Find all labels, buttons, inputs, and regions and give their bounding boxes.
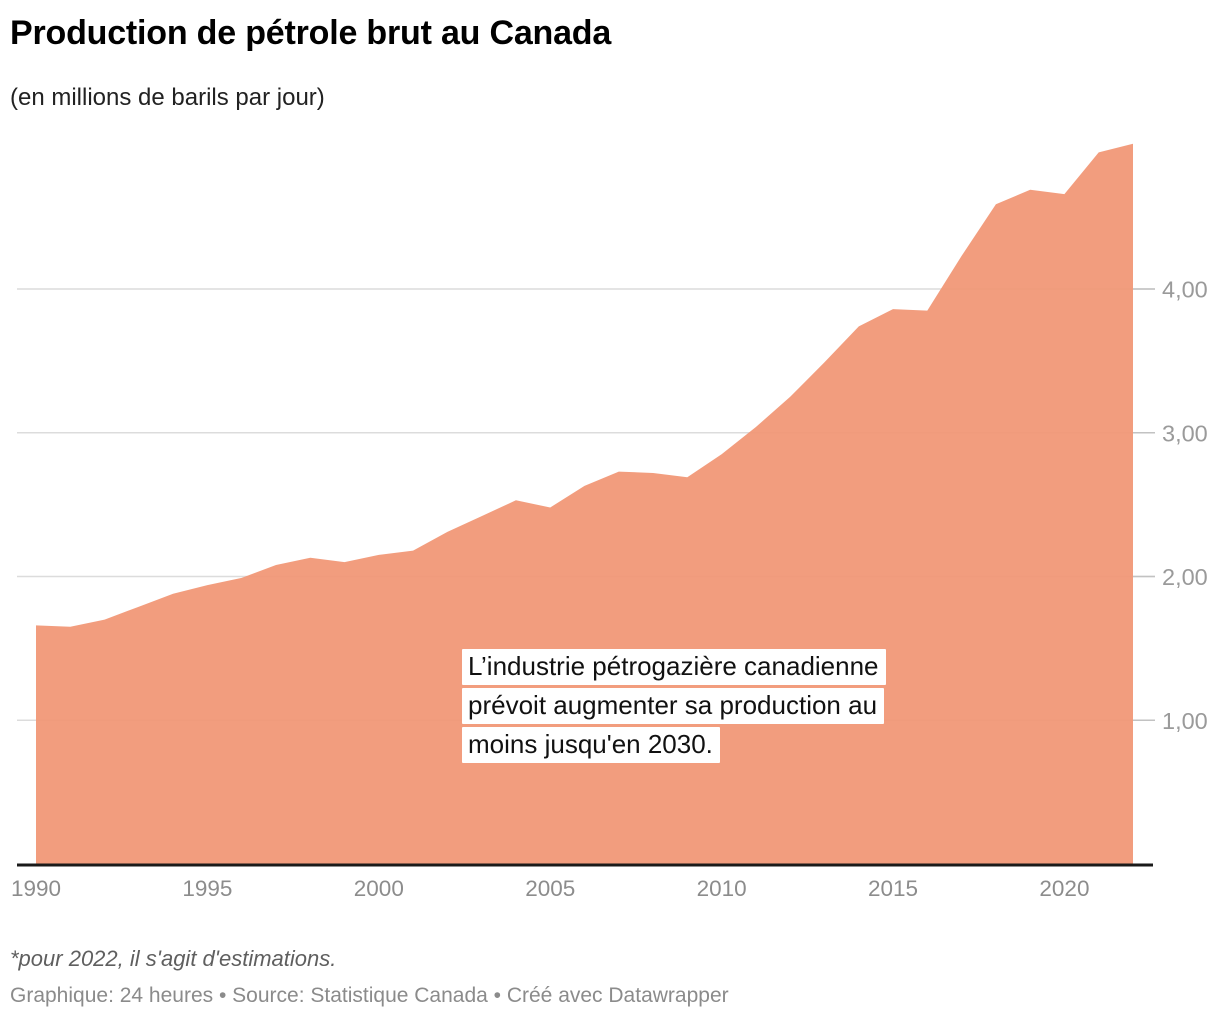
chart-title: Production de pétrole brut au Canada — [10, 14, 612, 52]
chart-annotation: L’industrie pétrogazière canadienne prév… — [462, 649, 902, 766]
x-axis-label: 2020 — [1039, 876, 1089, 901]
annotation-line: prévoit augmenter sa production au — [462, 688, 885, 724]
x-axis-label: 2010 — [697, 876, 747, 901]
y-axis-label: 3,00 — [1162, 420, 1208, 446]
annotation-line: L’industrie pétrogazière canadienne — [462, 649, 886, 685]
x-axis-label: 2000 — [354, 876, 404, 901]
chart-byline: Graphique: 24 heures • Source: Statistiq… — [10, 984, 729, 1007]
chart-subtitle: (en millions de barils par jour) — [10, 84, 325, 111]
x-axis-label: 1995 — [182, 876, 232, 901]
x-axis-label: 2015 — [868, 876, 918, 901]
x-axis-label: 2005 — [525, 876, 575, 901]
y-axis-label: 4,00 — [1162, 277, 1208, 303]
y-axis-label: 2,00 — [1162, 564, 1208, 590]
annotation-line: moins jusqu'en 2030. — [462, 727, 720, 763]
chart-footnote: *pour 2022, il s'agit d'estimations. — [10, 946, 337, 971]
x-axis-label: 1990 — [11, 876, 61, 901]
y-axis-label: 1,00 — [1162, 708, 1208, 734]
